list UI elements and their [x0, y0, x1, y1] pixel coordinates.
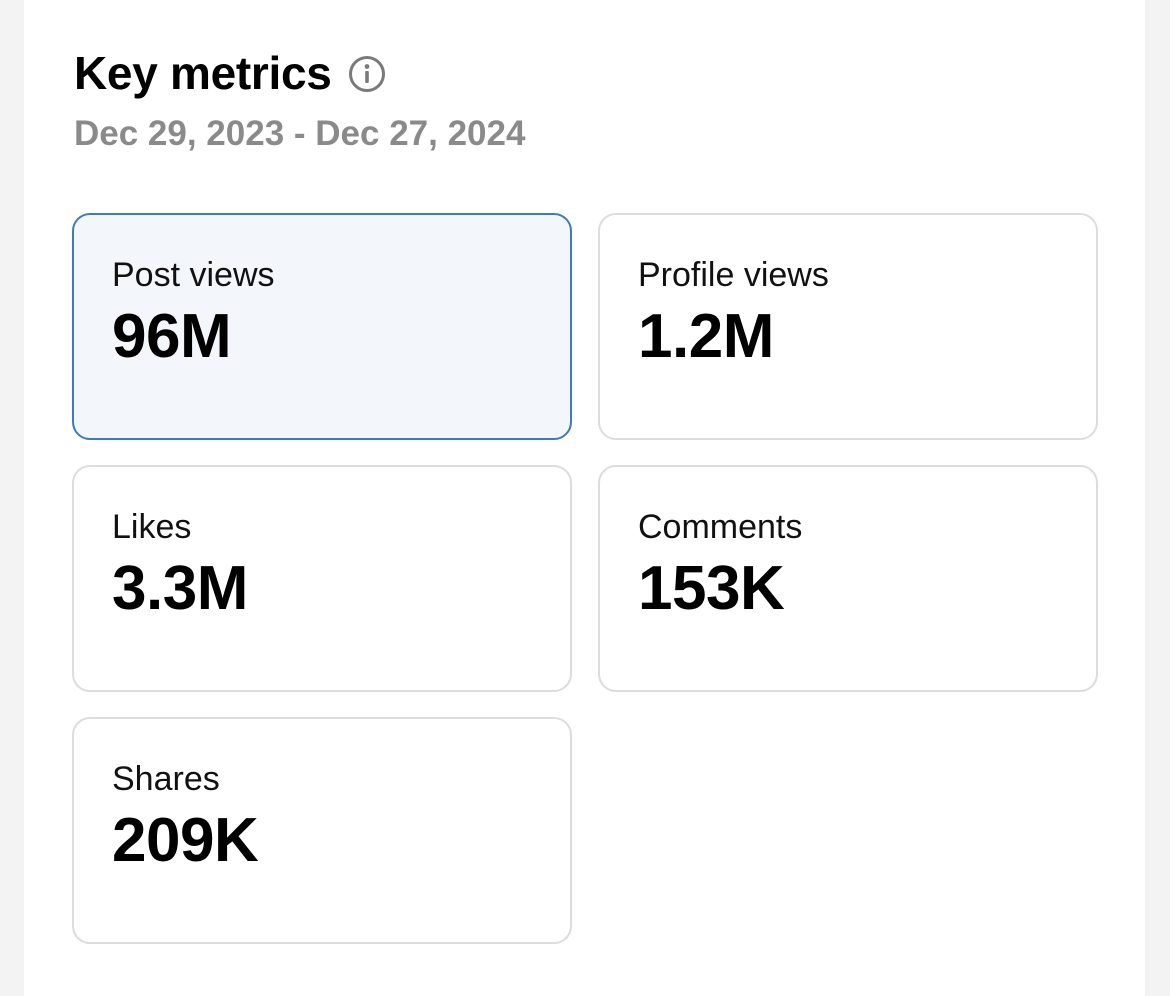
- metric-value: 3.3M: [112, 554, 248, 623]
- metric-label: Post views: [112, 256, 275, 294]
- metric-card-likes[interactable]: Likes 3.3M: [72, 465, 572, 692]
- metric-card-post-views[interactable]: Post views 96M: [72, 213, 572, 440]
- info-icon[interactable]: [348, 55, 386, 93]
- date-range: Dec 29, 2023 - Dec 27, 2024: [74, 114, 526, 153]
- metric-value: 153K: [638, 554, 785, 623]
- key-metrics-panel: Key metrics Dec 29, 2023 - Dec 27, 2024 …: [24, 0, 1145, 996]
- metric-card-comments[interactable]: Comments 153K: [598, 465, 1098, 692]
- metrics-grid: Post views 96M Profile views 1.2M Likes …: [72, 213, 1098, 944]
- metric-label: Profile views: [638, 256, 829, 294]
- metric-label: Shares: [112, 760, 220, 798]
- metric-card-profile-views[interactable]: Profile views 1.2M: [598, 213, 1098, 440]
- metric-label: Comments: [638, 508, 803, 546]
- metric-value: 96M: [112, 302, 232, 371]
- metric-value: 1.2M: [638, 302, 774, 371]
- key-metrics-header: Key metrics: [74, 44, 386, 102]
- metric-label: Likes: [112, 508, 192, 546]
- metric-value: 209K: [112, 806, 259, 875]
- page-title: Key metrics: [74, 47, 332, 99]
- metric-card-shares[interactable]: Shares 209K: [72, 717, 572, 944]
